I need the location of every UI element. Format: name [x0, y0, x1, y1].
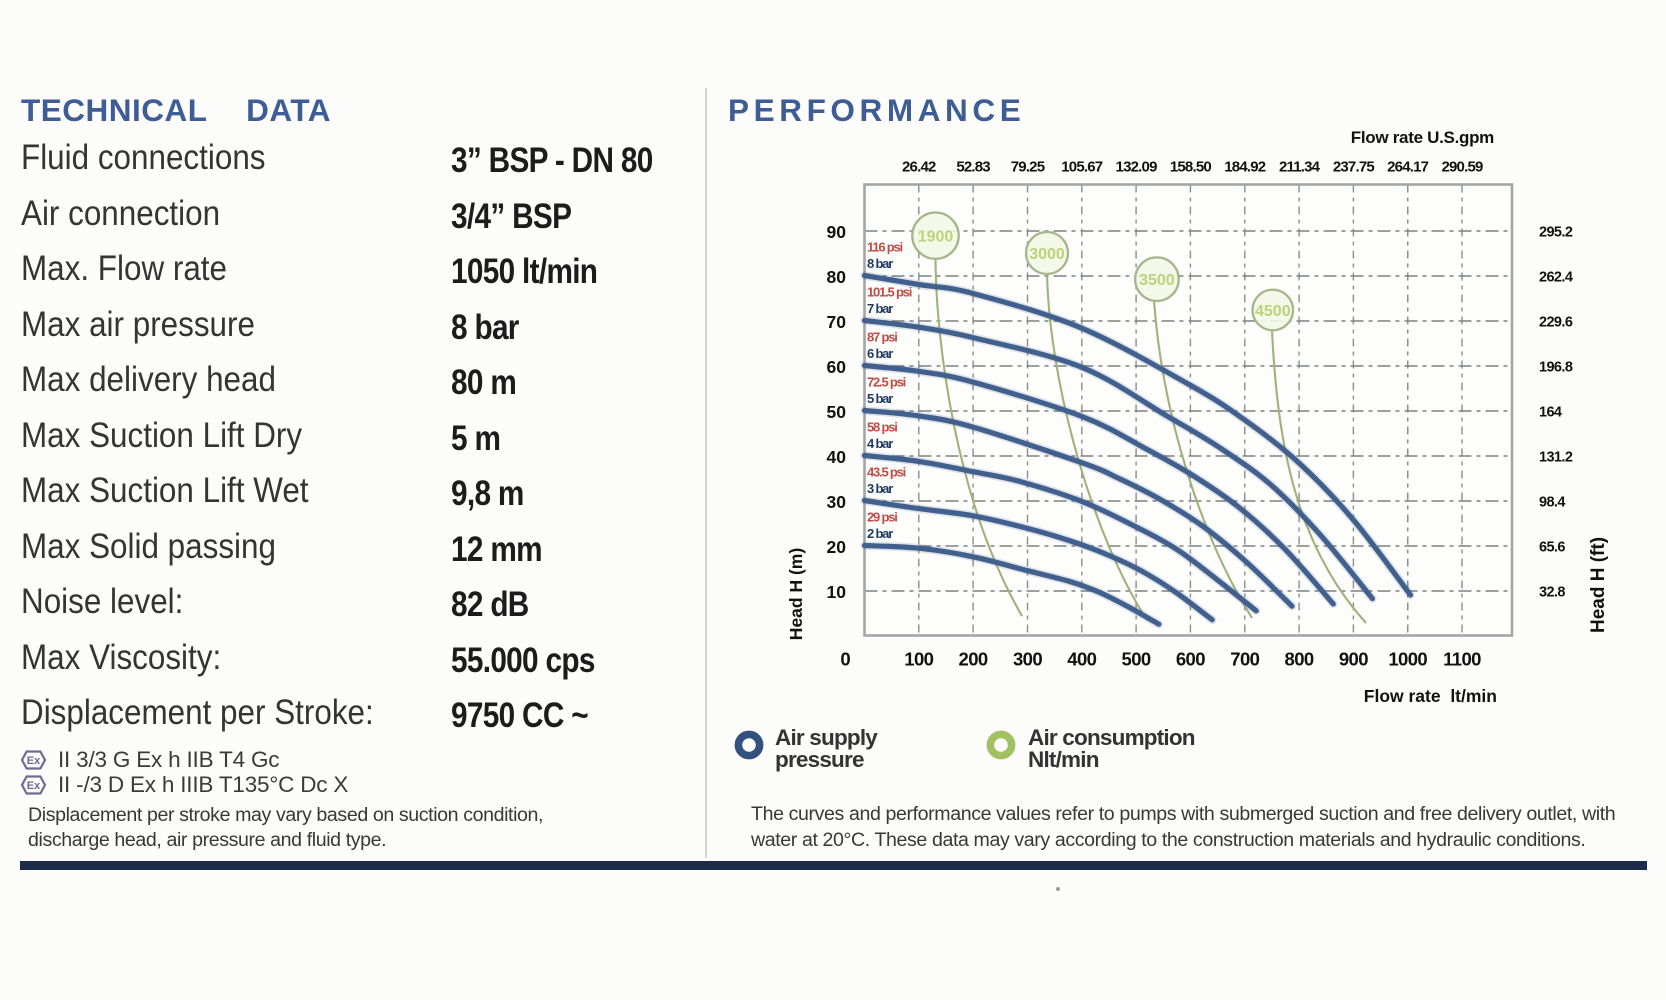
svg-text:79.25: 79.25 [1011, 159, 1045, 176]
svg-text:4500: 4500 [1255, 303, 1291, 320]
svg-text:87 psi: 87 psi [867, 330, 897, 345]
svg-text:0: 0 [840, 649, 850, 670]
svg-text:40: 40 [827, 447, 847, 467]
svg-text:1900: 1900 [918, 229, 954, 246]
svg-text:158.50: 158.50 [1170, 159, 1212, 176]
svg-text:10: 10 [827, 582, 847, 602]
svg-text:105.67: 105.67 [1061, 159, 1103, 176]
svg-text:20: 20 [827, 537, 847, 557]
svg-text:8 bar: 8 bar [867, 256, 893, 271]
svg-text:290.59: 290.59 [1441, 159, 1483, 176]
svg-text:184.92: 184.92 [1224, 159, 1266, 176]
svg-text:43.5 psi: 43.5 psi [867, 465, 906, 480]
svg-text:4 bar: 4 bar [867, 436, 893, 451]
svg-text:60: 60 [827, 357, 847, 377]
svg-text:65.6: 65.6 [1539, 540, 1565, 556]
svg-text:Ex: Ex [27, 755, 41, 767]
svg-text:164: 164 [1539, 405, 1562, 421]
svg-text:80: 80 [827, 267, 847, 287]
svg-text:300: 300 [1013, 649, 1042, 670]
svg-text:3000: 3000 [1029, 246, 1065, 263]
svg-text:pressure: pressure [775, 747, 864, 772]
svg-text:72.5 psi: 72.5 psi [867, 375, 906, 390]
svg-text:100: 100 [904, 649, 933, 670]
svg-text:262.4: 262.4 [1539, 270, 1573, 286]
svg-text:32.8: 32.8 [1539, 585, 1565, 601]
svg-text:52.83: 52.83 [956, 159, 990, 176]
svg-text:Head H (m): Head H (m) [786, 548, 806, 640]
svg-text:116 psi: 116 psi [867, 240, 903, 255]
svg-text:Air supply: Air supply [775, 725, 878, 750]
svg-text:Flow rate U.S.gpm: Flow rate U.S.gpm [1351, 128, 1494, 147]
svg-text:Nlt/min: Nlt/min [1028, 747, 1099, 772]
svg-text:200: 200 [959, 649, 988, 670]
svg-text:800: 800 [1285, 649, 1314, 670]
svg-text:211.34: 211.34 [1279, 159, 1321, 176]
svg-text:237.75: 237.75 [1333, 159, 1375, 176]
svg-text:600: 600 [1176, 649, 1205, 670]
svg-text:900: 900 [1339, 649, 1368, 670]
svg-text:90: 90 [827, 222, 847, 242]
svg-text:1000: 1000 [1388, 649, 1427, 670]
svg-text:6 bar: 6 bar [867, 346, 893, 361]
svg-text:Ex: Ex [27, 780, 41, 792]
svg-text:58 psi: 58 psi [867, 420, 897, 435]
svg-text:30: 30 [827, 492, 847, 512]
svg-text:101.5 psi: 101.5 psi [867, 285, 912, 300]
svg-text:Flow rate lt/min: Flow rate lt/min [1364, 686, 1497, 706]
svg-text:29 psi: 29 psi [867, 510, 897, 525]
svg-text:229.6: 229.6 [1539, 315, 1573, 331]
svg-text:196.8: 196.8 [1539, 360, 1573, 376]
svg-text:70: 70 [827, 312, 847, 332]
svg-text:131.2: 131.2 [1539, 450, 1573, 466]
svg-text:1100: 1100 [1443, 649, 1481, 670]
svg-text:3 bar: 3 bar [867, 481, 893, 496]
svg-text:3500: 3500 [1139, 272, 1175, 289]
svg-text:400: 400 [1067, 649, 1096, 670]
svg-text:Head H (ft): Head H (ft) [1588, 537, 1609, 633]
svg-text:98.4: 98.4 [1539, 495, 1565, 511]
svg-text:7 bar: 7 bar [867, 301, 893, 316]
svg-text:50: 50 [827, 402, 847, 422]
svg-text:2 bar: 2 bar [867, 526, 893, 541]
svg-text:264.17: 264.17 [1387, 159, 1429, 176]
svg-text:Air consumption: Air consumption [1028, 725, 1195, 750]
svg-text:132.09: 132.09 [1116, 159, 1158, 176]
svg-text:500: 500 [1122, 649, 1151, 670]
svg-text:295.2: 295.2 [1539, 225, 1573, 241]
svg-text:26.42: 26.42 [902, 159, 936, 176]
svg-text:5 bar: 5 bar [867, 391, 893, 406]
svg-text:700: 700 [1230, 649, 1259, 670]
